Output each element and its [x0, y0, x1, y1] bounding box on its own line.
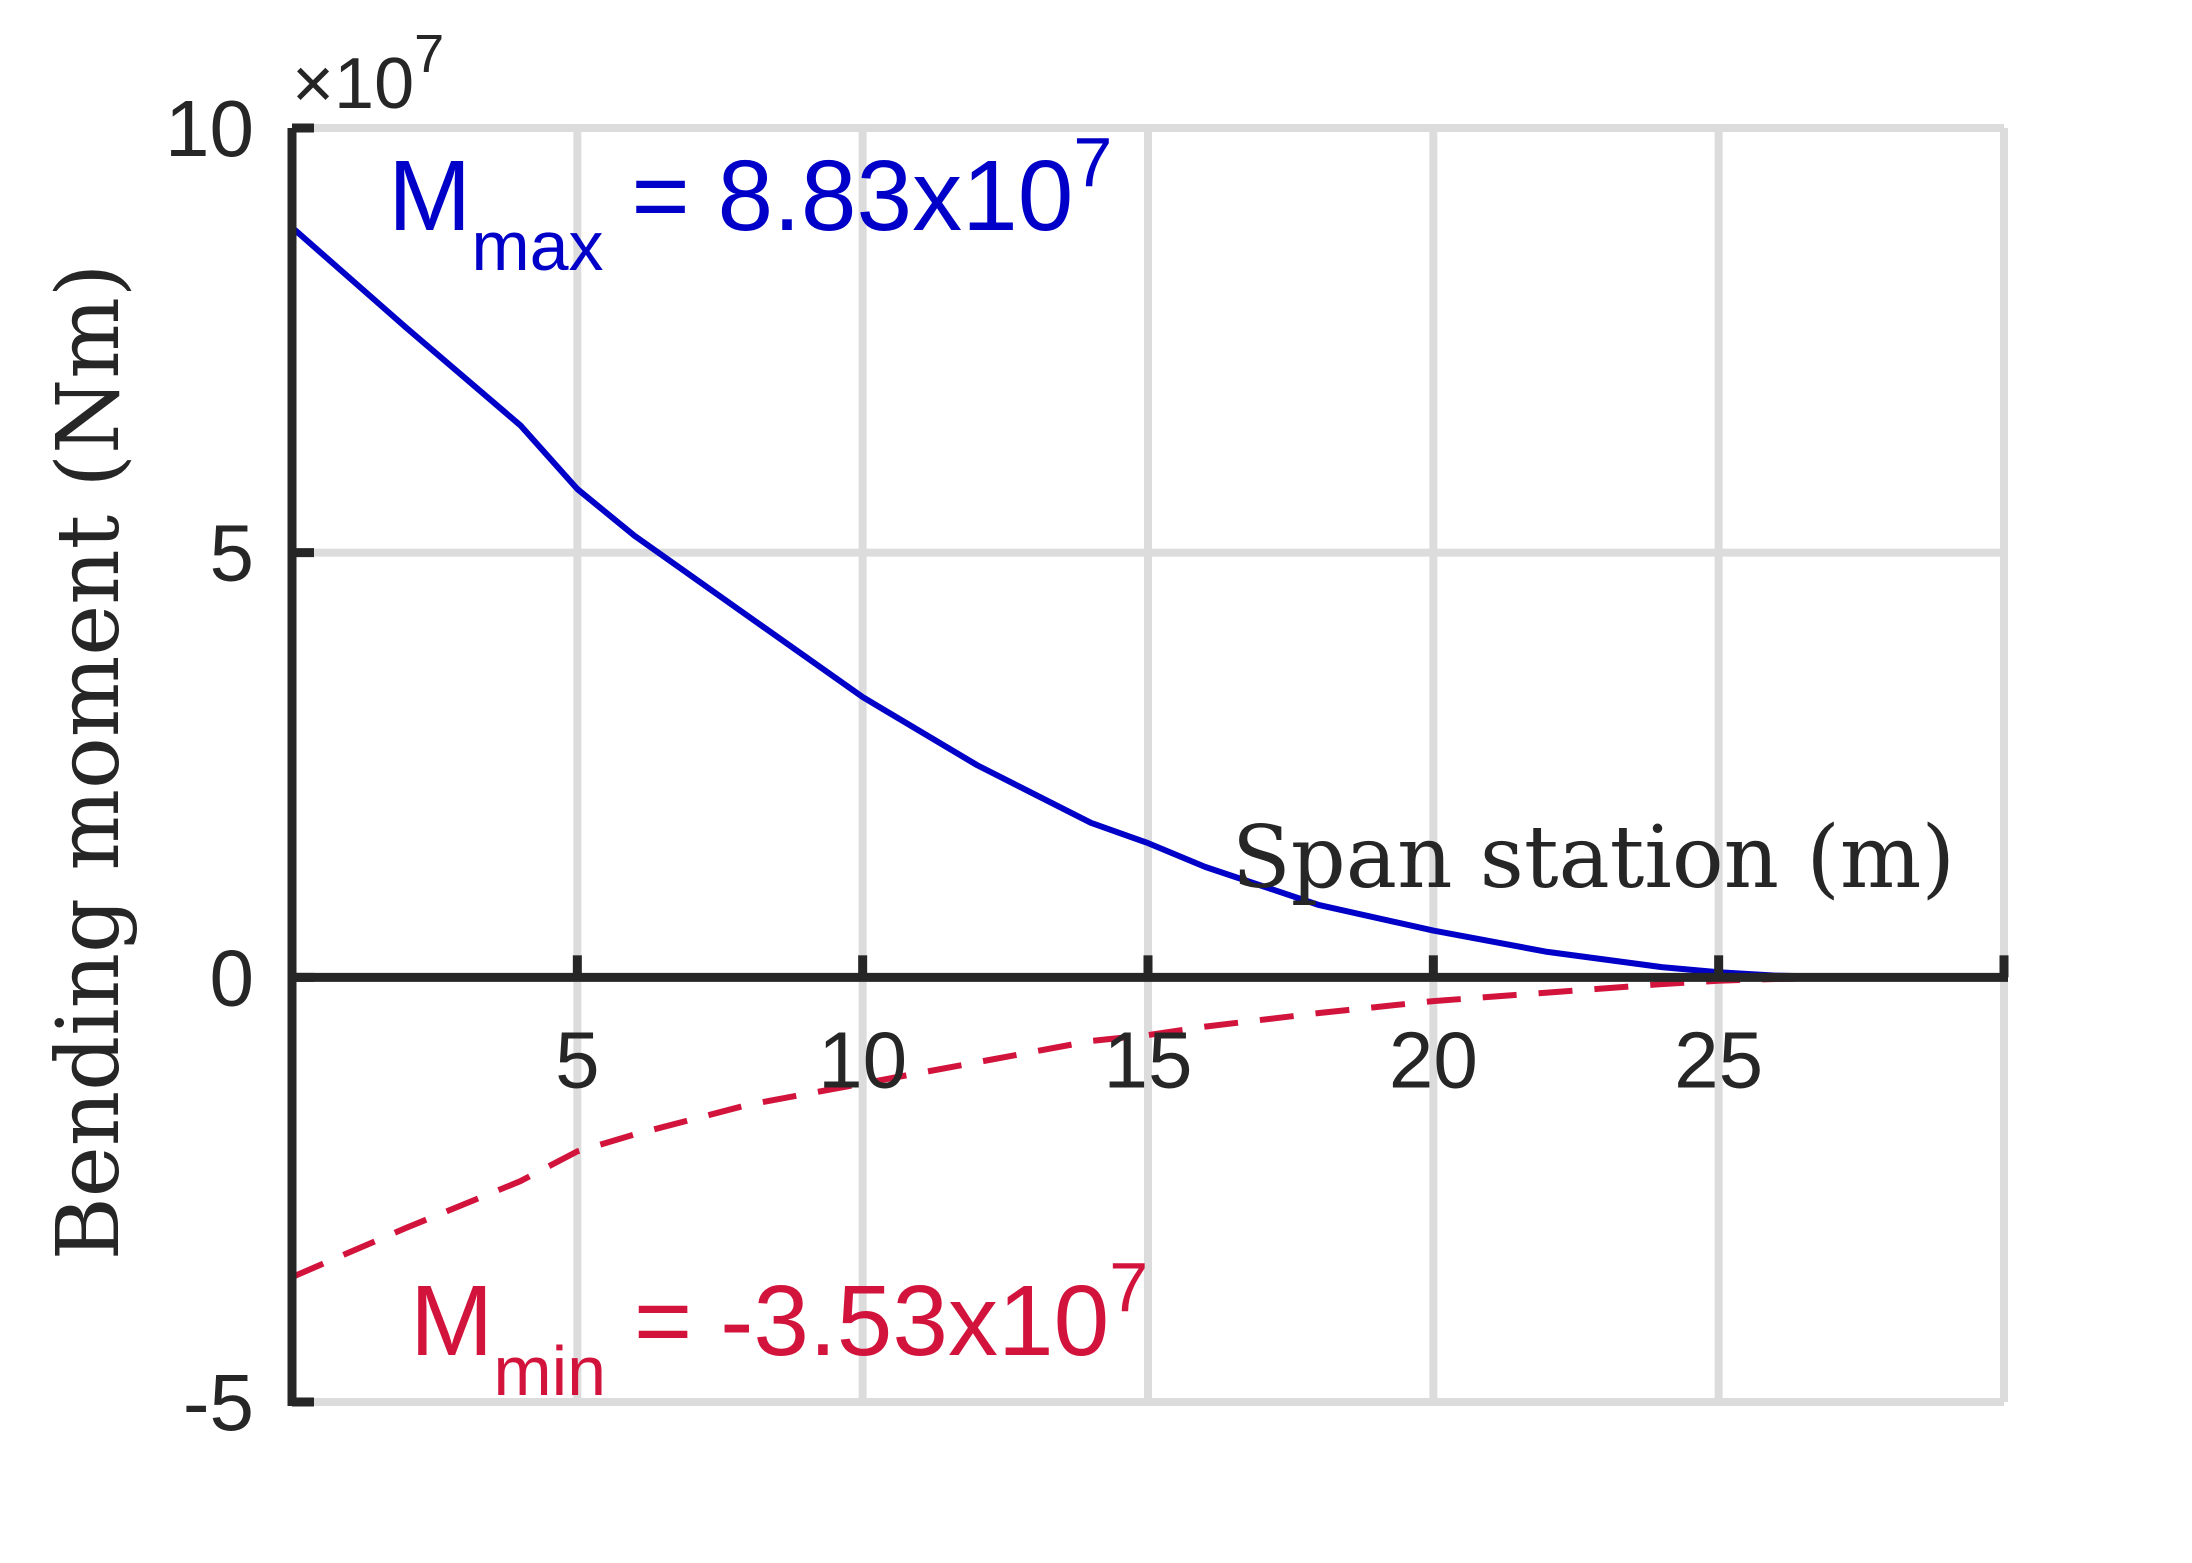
y-tick-label: -5 — [183, 1358, 254, 1447]
y-axis-multiplier: ×107 — [292, 24, 444, 124]
series-layer — [290, 225, 1947, 1280]
annotation-mmin-sup: 7 — [1109, 1248, 1148, 1326]
y-tick-label: 5 — [210, 509, 255, 598]
annotation-mmax: Mmax = 8.83x107 — [388, 123, 1112, 285]
annotation-mmax-main: M — [388, 140, 471, 252]
x-tick-label: 5 — [555, 1015, 600, 1104]
multiplier-exponent: 7 — [414, 24, 444, 84]
x-tick-label: 15 — [1104, 1015, 1193, 1104]
annotation-mmin-text: = -3.53x10 — [606, 1265, 1109, 1377]
grid — [292, 124, 2008, 1406]
annotation-mmin-main: M — [410, 1265, 493, 1377]
multiplier-times: × — [292, 44, 334, 124]
y-tick-label: 0 — [210, 933, 255, 1022]
annotation-mmax-sup: 7 — [1073, 123, 1112, 201]
annotation-mmin-sub: min — [493, 1332, 606, 1410]
y-tick-label: 10 — [165, 84, 254, 173]
annotation-mmax-sub: max — [471, 207, 603, 285]
annotation-mmax-text: = 8.83x10 — [604, 140, 1074, 252]
x-tick-label: 20 — [1389, 1015, 1478, 1104]
x-tick-label: 25 — [1674, 1015, 1763, 1104]
tick-labels: -5 0 5 10 5 10 15 20 25 — [165, 84, 1763, 1447]
axes — [287, 123, 2009, 1407]
y-axis-label: Bending moment (Nm) — [39, 264, 139, 1261]
x-tick-label: 10 — [818, 1015, 907, 1104]
multiplier-base: 10 — [334, 44, 414, 124]
annotation-mmin: Mmin = -3.53x107 — [410, 1248, 1148, 1410]
x-axis-label: Span station (m) — [1232, 808, 1955, 908]
